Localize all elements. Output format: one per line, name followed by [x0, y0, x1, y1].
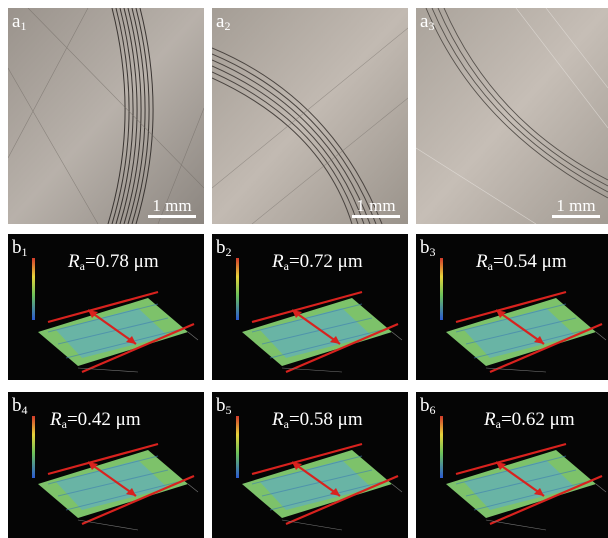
colorbar — [440, 258, 443, 320]
surface-plot — [32, 258, 199, 374]
panel-label: b1 — [12, 237, 28, 259]
surface-panel-b1: b1 Ra=0.78 μm — [8, 234, 204, 380]
panel-label: b2 — [216, 237, 232, 259]
panel-label: b3 — [420, 237, 436, 259]
arrow-head — [496, 462, 506, 470]
scale-bar: 1 mm — [552, 197, 600, 218]
arrow-head — [534, 488, 544, 496]
arrow-head — [292, 310, 302, 318]
micrograph-image — [212, 8, 408, 224]
micrograph-panel-a1: a1 1 mm — [8, 8, 204, 224]
measurement-lines — [455, 290, 603, 374]
panel-label: a2 — [216, 11, 231, 33]
panel-label: b4 — [12, 395, 28, 417]
measurement-lines — [455, 442, 603, 526]
surface-plot — [440, 258, 607, 374]
scale-bar: 1 mm — [352, 197, 400, 218]
colorbar — [32, 258, 35, 320]
surface-panel-b2: b2 Ra=0.72 μm — [212, 234, 408, 380]
roughness-value: Ra=0.58 μm — [272, 409, 363, 431]
colorbar — [236, 416, 239, 478]
arrow-head — [88, 310, 98, 318]
arrow-head — [534, 336, 544, 344]
surface-plot — [32, 416, 199, 531]
micrograph-panel-a3: a3 1 mm — [416, 8, 608, 224]
roughness-value: Ra=0.78 μm — [68, 251, 159, 273]
colorbar — [236, 258, 239, 320]
arrow-head — [330, 488, 340, 496]
roughness-value: Ra=0.72 μm — [272, 251, 363, 273]
arrow-head — [496, 310, 506, 318]
surface-plot — [236, 258, 403, 374]
panel-label: b6 — [420, 395, 436, 417]
micrograph-image — [8, 8, 204, 224]
arrow-head — [88, 462, 98, 470]
arrow-head — [126, 336, 136, 344]
surface-plot — [236, 416, 403, 531]
measurement-lines — [47, 290, 195, 374]
panel-label: b5 — [216, 395, 232, 417]
measurement-lines — [47, 442, 195, 526]
surface-panel-b3: b3 Ra=0.54 μm — [416, 234, 608, 380]
surface-plot — [440, 416, 607, 531]
micrograph-panel-a2: a2 1 mm — [212, 8, 408, 224]
scale-bar: 1 mm — [148, 197, 196, 218]
arrow-head — [126, 488, 136, 496]
surface-panel-b5: b5 Ra=0.58 μm — [212, 392, 408, 538]
arrow-head — [292, 462, 302, 470]
colorbar — [440, 416, 443, 478]
measurement-lines — [251, 290, 399, 374]
measurement-lines — [251, 442, 399, 526]
arrow-head — [330, 336, 340, 344]
colorbar — [32, 416, 35, 478]
roughness-value: Ra=0.54 μm — [476, 251, 567, 273]
panel-label: a1 — [12, 11, 27, 33]
roughness-value: Ra=0.42 μm — [50, 409, 141, 431]
panel-label: a3 — [420, 11, 435, 33]
roughness-value: Ra=0.62 μm — [484, 409, 575, 431]
micrograph-image — [416, 8, 608, 224]
surface-panel-b4: b4 Ra=0.42 μm — [8, 392, 204, 538]
surface-panel-b6: b6 Ra=0.62 μm — [416, 392, 608, 538]
